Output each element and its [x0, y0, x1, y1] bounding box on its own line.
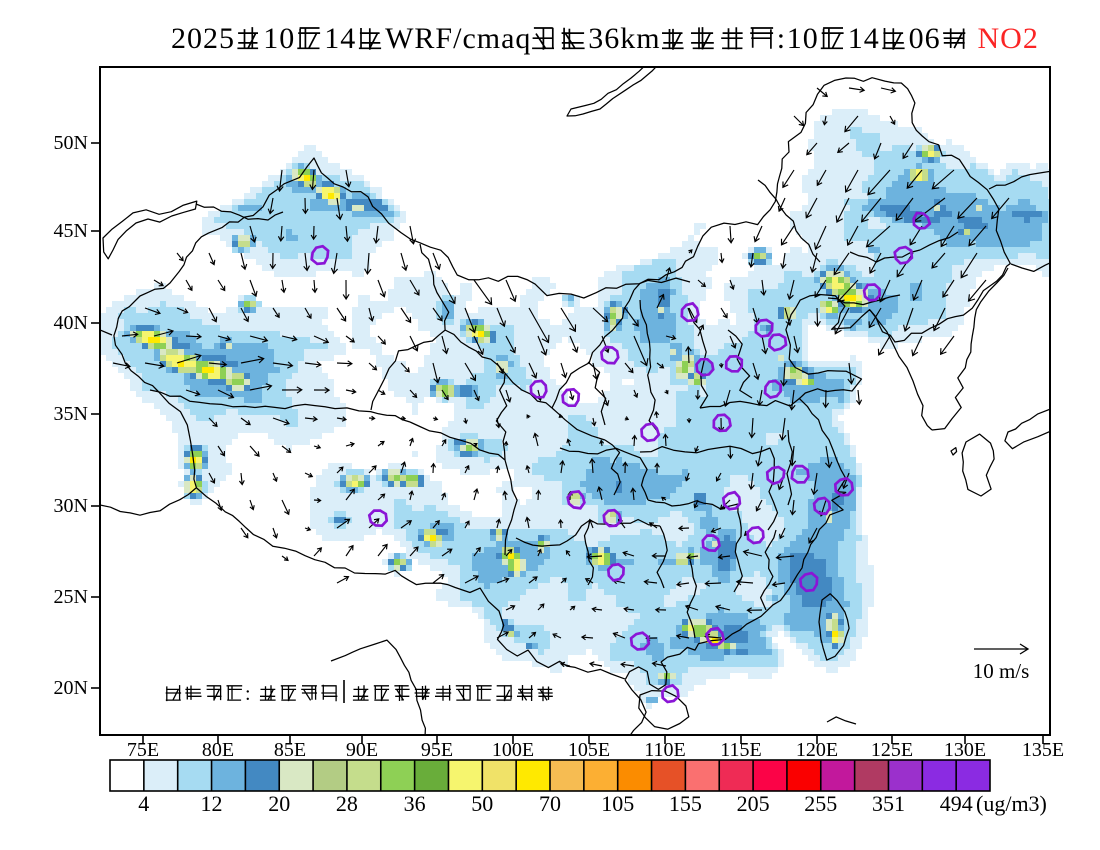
svg-text:50: 50 [471, 791, 493, 816]
svg-text:205: 205 [737, 791, 770, 816]
svg-text:40N: 40N [54, 312, 88, 334]
svg-text:125E: 125E [871, 739, 913, 761]
svg-text:4: 4 [138, 791, 149, 816]
svg-text:70: 70 [539, 791, 561, 816]
svg-text::: : [777, 22, 786, 55]
svg-text:36km: 36km [588, 22, 660, 55]
svg-text:351: 351 [872, 791, 905, 816]
svg-text:105: 105 [601, 791, 634, 816]
svg-text:WRF/cmaq: WRF/cmaq [385, 22, 531, 55]
svg-text:50N: 50N [54, 132, 88, 154]
svg-text:10: 10 [787, 22, 819, 55]
svg-text:115E: 115E [720, 739, 761, 761]
svg-text:95E: 95E [421, 739, 453, 761]
svg-text:10 m/s: 10 m/s [973, 659, 1030, 683]
svg-text:14: 14 [848, 22, 880, 55]
svg-text:30N: 30N [54, 495, 88, 517]
svg-text:120E: 120E [796, 739, 838, 761]
svg-text::: : [245, 683, 251, 705]
svg-text:06: 06 [909, 22, 941, 55]
svg-text:35N: 35N [54, 403, 88, 425]
svg-text:110E: 110E [644, 739, 685, 761]
svg-text:NO2: NO2 [978, 22, 1039, 55]
svg-text:25N: 25N [54, 586, 88, 608]
svg-text:36: 36 [404, 791, 426, 816]
svg-text:14: 14 [324, 22, 356, 55]
svg-text:135E: 135E [1022, 739, 1064, 761]
svg-text:85E: 85E [274, 739, 306, 761]
svg-text:20N: 20N [54, 677, 88, 699]
svg-text:80E: 80E [202, 739, 234, 761]
svg-text:45N: 45N [54, 220, 88, 242]
svg-text:105E: 105E [568, 739, 610, 761]
svg-text:90E: 90E [346, 739, 378, 761]
svg-text:155: 155 [669, 791, 702, 816]
svg-text:20: 20 [268, 791, 290, 816]
svg-text:100E: 100E [492, 739, 534, 761]
svg-text:494: 494 [940, 791, 973, 816]
svg-text:10: 10 [263, 22, 295, 55]
svg-text:130E: 130E [944, 739, 986, 761]
svg-text:255: 255 [804, 791, 837, 816]
svg-text:(ug/m3): (ug/m3) [976, 791, 1047, 816]
svg-text:28: 28 [336, 791, 358, 816]
svg-text:75E: 75E [127, 739, 159, 761]
svg-text:2025: 2025 [171, 22, 235, 55]
svg-text:12: 12 [201, 791, 223, 816]
